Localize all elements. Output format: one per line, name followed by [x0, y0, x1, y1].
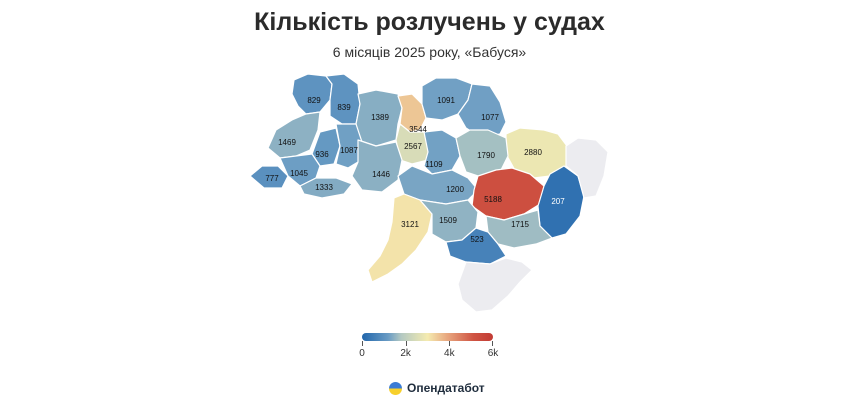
- legend-tick-2k: [405, 341, 407, 346]
- label-kyiv-oblast: 2567: [404, 142, 422, 151]
- opendatabot-logo-icon: [389, 381, 402, 395]
- region-rivne[interactable]: [325, 73, 361, 125]
- label-kherson: 523: [470, 235, 484, 244]
- label-chernihiv: 1091: [437, 96, 455, 105]
- region-kherson[interactable]: [445, 227, 507, 265]
- region-luhansk: [565, 137, 609, 199]
- label-kirovohrad: 1200: [446, 185, 464, 194]
- brand-name: Опендатабот: [407, 381, 485, 395]
- brand-logo[interactable]: Опендатабот: [389, 379, 485, 397]
- label-donetsk: 207: [551, 197, 565, 206]
- label-poltava: 1790: [477, 151, 495, 160]
- legend-tick-4k: [449, 341, 451, 346]
- label-ivano-frankivsk: 1045: [290, 169, 308, 178]
- label-vinnytsia: 1446: [372, 170, 390, 179]
- region-odesa[interactable]: [367, 193, 433, 283]
- legend-tick-0: [362, 341, 363, 346]
- region-poltava[interactable]: [455, 129, 509, 179]
- region-crimea: [457, 257, 533, 313]
- label-zhytomyr: 1389: [371, 113, 389, 122]
- color-legend: 0 2k 4k 6k: [359, 333, 498, 373]
- label-dnipropetrovsk: 5188: [484, 195, 502, 204]
- region-ivano-frankivsk[interactable]: [279, 153, 321, 187]
- legend-label-6k: 6k: [487, 348, 499, 359]
- label-volyn: 829: [307, 96, 321, 105]
- map-title: Кількість розлучень у судах: [254, 8, 605, 36]
- label-cherkasy: 1109: [425, 160, 443, 169]
- legend-tick-6k: [492, 341, 493, 346]
- legend-gradient-bar: [362, 333, 493, 341]
- region-vinnytsia[interactable]: [351, 139, 403, 193]
- region-volyn[interactable]: [291, 73, 333, 115]
- label-chernivtsi: 1333: [315, 183, 333, 192]
- label-kyiv-city: 3544: [409, 125, 427, 134]
- label-zakarpattia: 777: [265, 174, 279, 183]
- legend-label-0: 0: [359, 348, 365, 359]
- legend-label-2k: 2k: [400, 348, 411, 359]
- label-zaporizhzhia: 1715: [511, 220, 529, 229]
- label-odesa: 3121: [401, 220, 419, 229]
- region-kyiv-city[interactable]: [397, 93, 427, 133]
- label-rivne: 839: [337, 103, 351, 112]
- legend-label-4k: 4k: [444, 348, 455, 359]
- region-dnipropetrovsk[interactable]: [471, 167, 545, 221]
- label-mykolaiv: 1509: [439, 216, 457, 225]
- region-chernivtsi[interactable]: [299, 177, 353, 199]
- label-lviv: 1469: [278, 138, 296, 147]
- region-lviv[interactable]: [267, 111, 321, 159]
- label-sumy: 1077: [481, 113, 499, 122]
- map-subtitle: 6 місяців 2025 року, «Бабуся»: [332, 44, 527, 60]
- label-ternopil: 936: [315, 150, 329, 159]
- label-khmelnytskyi: 1087: [340, 146, 358, 155]
- region-khmelnytskyi[interactable]: [335, 123, 363, 169]
- label-kharkiv: 2880: [524, 148, 542, 157]
